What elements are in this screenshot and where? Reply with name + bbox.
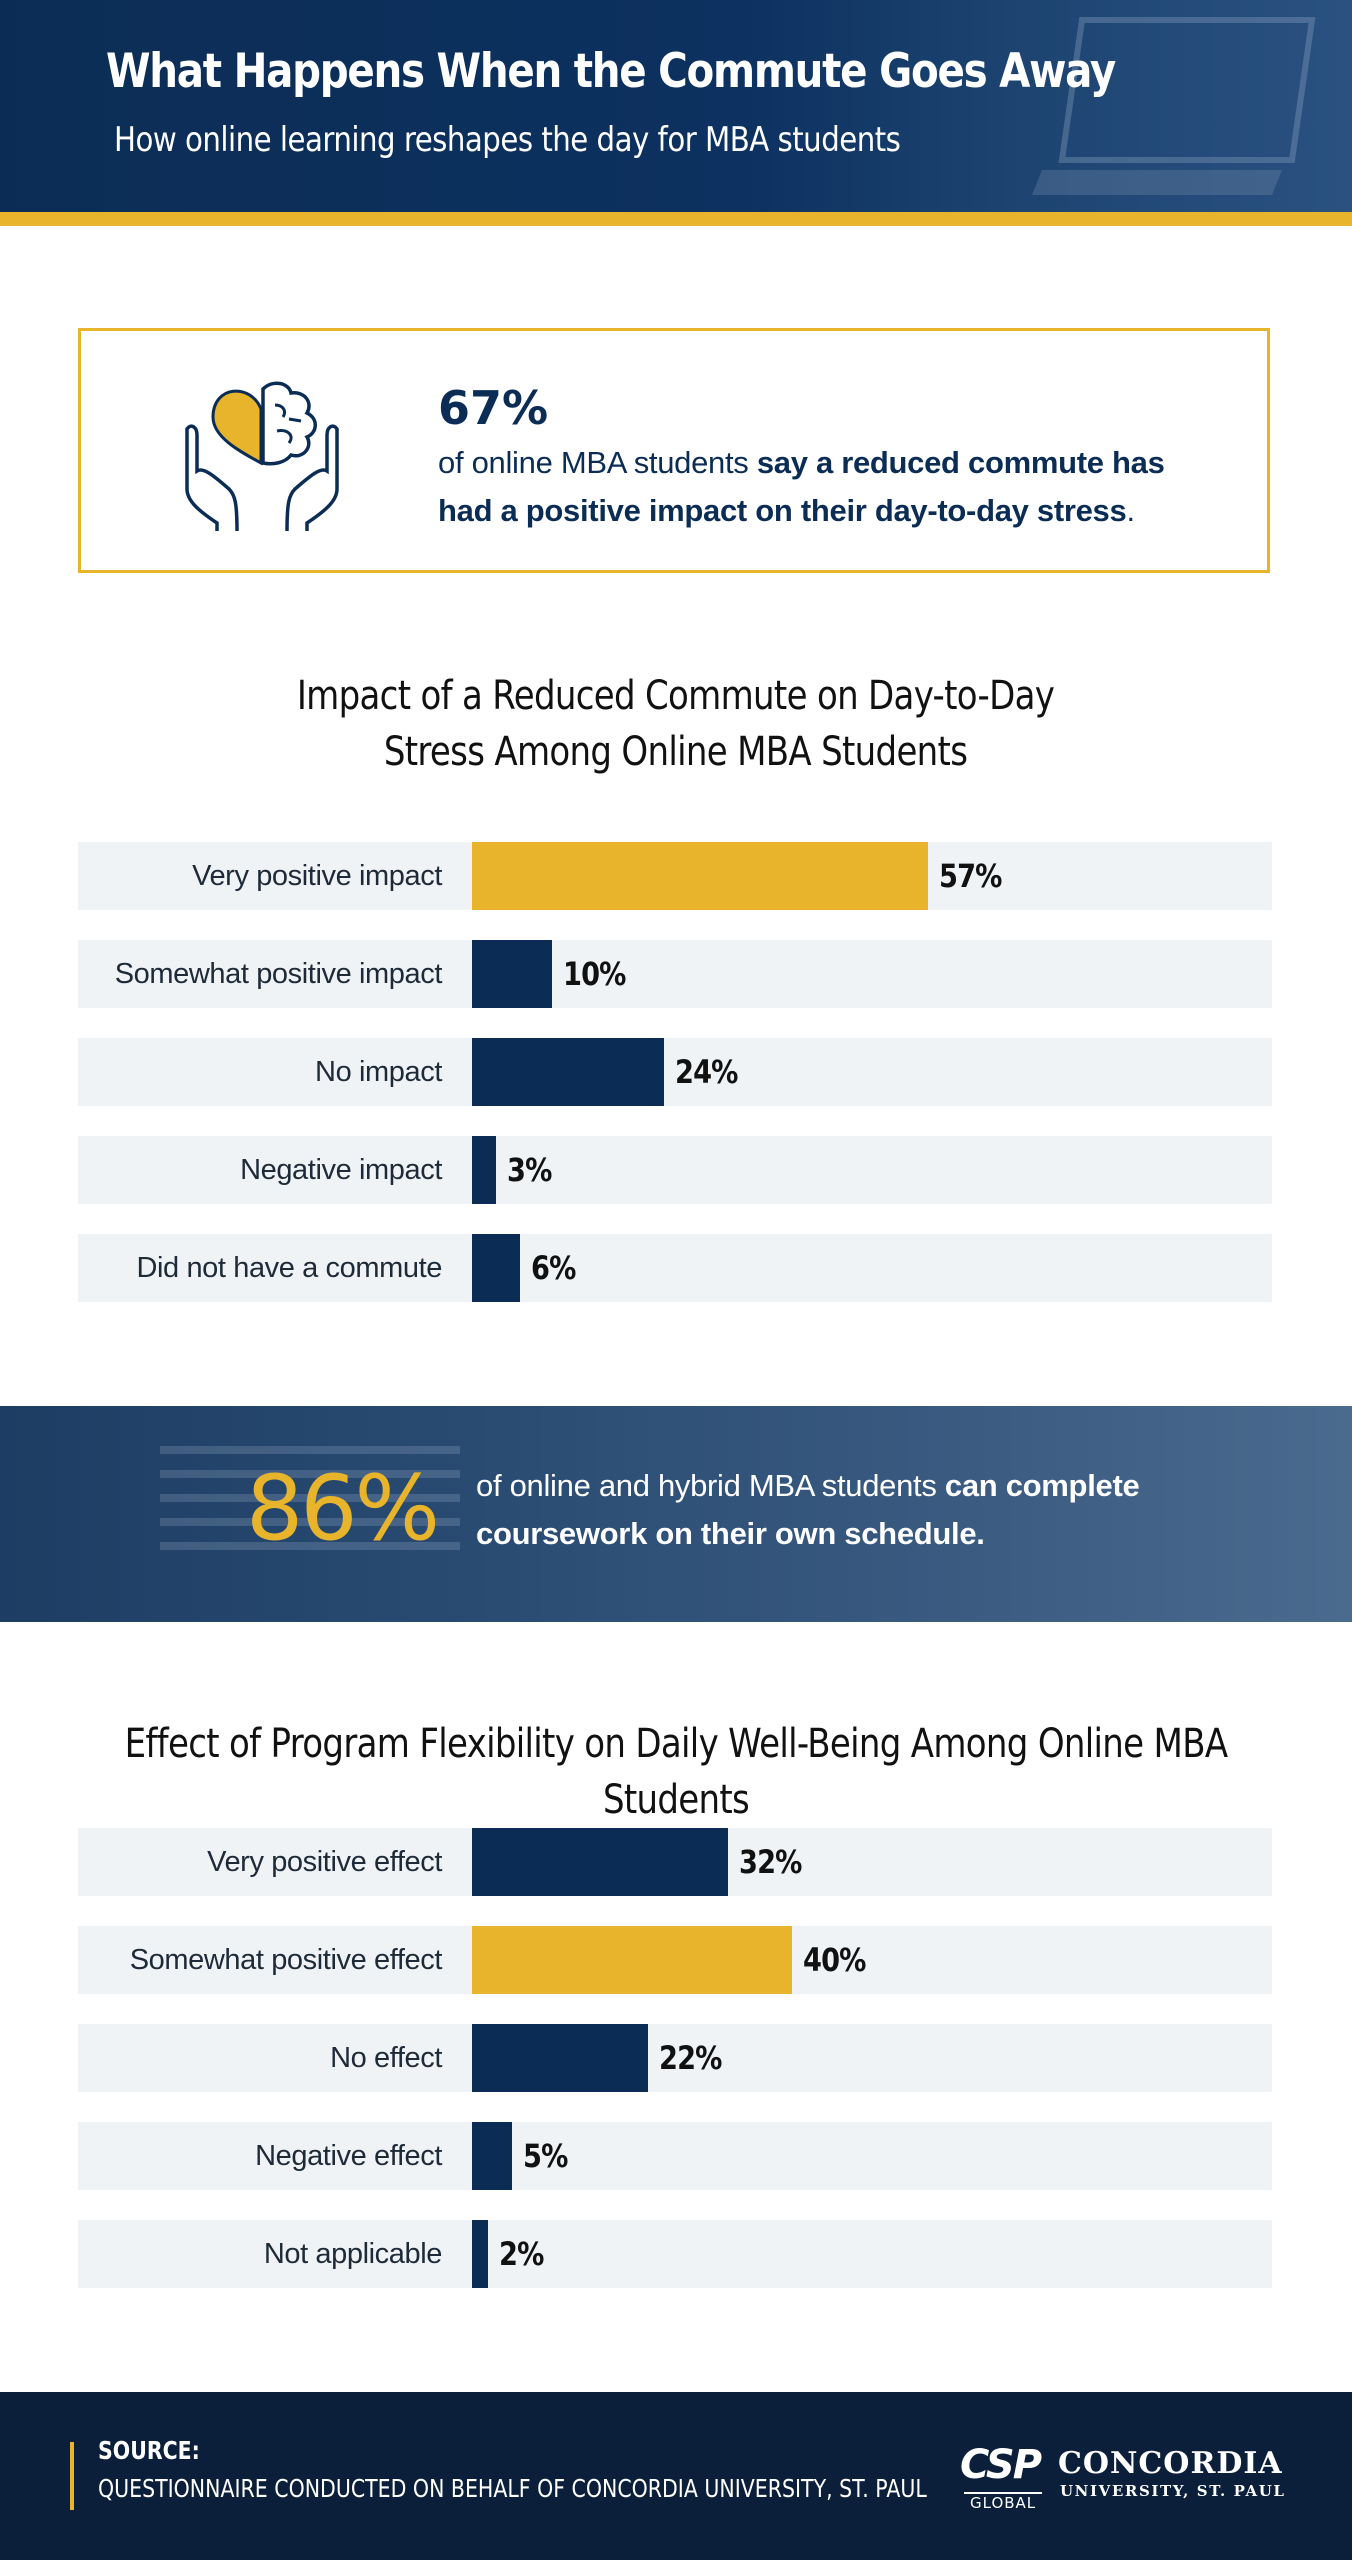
bar bbox=[472, 1038, 664, 1106]
footer-accent-bar bbox=[70, 2442, 74, 2510]
value-label: 6% bbox=[531, 1249, 576, 1287]
category-label: No effect bbox=[330, 2042, 442, 2074]
value-label: 40% bbox=[803, 1941, 866, 1979]
stat-description-bold: say a reduced commute has had a positive… bbox=[438, 445, 1165, 528]
bar bbox=[472, 940, 552, 1008]
value-label: 10% bbox=[563, 955, 626, 993]
stat-description-end: . bbox=[1126, 493, 1135, 528]
category-label: Very positive impact bbox=[192, 860, 442, 892]
bar bbox=[472, 1828, 728, 1896]
chart-row: Somewhat positive impact 10% bbox=[78, 940, 1272, 1008]
stat-banner-schedule: 86% of online and hybrid MBA students ca… bbox=[0, 1406, 1352, 1622]
chart-title-text: Impact of a Reduced Commute on Day-to-Da… bbox=[297, 673, 1055, 775]
chart-title-commute: Impact of a Reduced Commute on Day-to-Da… bbox=[0, 668, 1352, 780]
chart-row: Very positive effect 32% bbox=[78, 1828, 1272, 1896]
category-label: No impact bbox=[315, 1056, 442, 1088]
chart-row: Somewhat positive effect 40% bbox=[78, 1926, 1272, 1994]
logo-name-text: CONCORDIA bbox=[1058, 2446, 1283, 2481]
banner-description-plain: of online and hybrid MBA students bbox=[476, 1468, 945, 1503]
stat-description-plain: of online MBA students bbox=[438, 445, 757, 480]
category-label: Negative impact bbox=[240, 1154, 442, 1186]
chart-row: No impact 24% bbox=[78, 1038, 1272, 1106]
chart-row: Not applicable 2% bbox=[78, 2220, 1272, 2288]
concordia-logo: CSP GLOBAL CONCORDIA UNIVERSITY, ST. PAU… bbox=[960, 2442, 1290, 2522]
category-label: Somewhat positive impact bbox=[114, 958, 443, 990]
banner-description-bold: can complete coursework on their own sch… bbox=[476, 1468, 1140, 1551]
source-text: QUESTIONNAIRE CONDUCTED ON BEHALF OF CON… bbox=[98, 2474, 927, 2503]
bar bbox=[472, 1926, 792, 1994]
page-title: What Happens When the Commute Goes Away bbox=[106, 44, 1116, 99]
keyboard-photo-icon bbox=[160, 1446, 460, 1550]
logo-global-text: GLOBAL bbox=[964, 2492, 1043, 2512]
value-label: 5% bbox=[523, 2137, 568, 2175]
category-label: Very positive effect bbox=[207, 1846, 442, 1878]
bar bbox=[472, 2024, 648, 2092]
category-label: Negative effect bbox=[255, 2140, 442, 2172]
logo-csp-text: CSP bbox=[960, 2442, 1042, 2488]
hands-heart-brain-icon bbox=[185, 381, 339, 531]
chart-row: Negative effect 5% bbox=[78, 2122, 1272, 2190]
page-subtitle: How online learning reshapes the day for… bbox=[114, 120, 901, 160]
laptop-photo-icon bbox=[1032, 17, 1316, 195]
value-label: 3% bbox=[507, 1151, 552, 1189]
header-banner: What Happens When the Commute Goes Away … bbox=[0, 0, 1352, 212]
bar bbox=[472, 2220, 488, 2288]
value-label: 24% bbox=[675, 1053, 738, 1091]
value-label: 32% bbox=[739, 1843, 802, 1881]
chart-title-text: Effect of Program Flexibility on Daily W… bbox=[124, 1721, 1229, 1823]
bar bbox=[472, 2122, 512, 2190]
chart-row: Very positive impact 57% bbox=[78, 842, 1272, 910]
chart-title-flexibility: Effect of Program Flexibility on Daily W… bbox=[0, 1716, 1352, 1828]
bar bbox=[472, 1234, 520, 1302]
bar bbox=[472, 1136, 496, 1204]
chart-row: Did not have a commute 6% bbox=[78, 1234, 1272, 1302]
category-label: Did not have a commute bbox=[136, 1252, 442, 1284]
banner-stat-description: of online and hybrid MBA students can co… bbox=[476, 1462, 1236, 1558]
chart-row: Negative impact 3% bbox=[78, 1136, 1272, 1204]
bar bbox=[472, 842, 928, 910]
category-label: Somewhat positive effect bbox=[129, 1944, 443, 1976]
source-label: SOURCE: bbox=[98, 2436, 200, 2465]
category-label: Not applicable bbox=[263, 2238, 443, 2270]
value-label: 22% bbox=[659, 2039, 722, 2077]
value-label: 2% bbox=[499, 2235, 544, 2273]
footer: SOURCE: QUESTIONNAIRE CONDUCTED ON BEHAL… bbox=[0, 2392, 1352, 2560]
stat-description: of online MBA students say a reduced com… bbox=[438, 439, 1198, 535]
chart-row: No effect 22% bbox=[78, 2024, 1272, 2092]
banner-stat-value: 86% bbox=[246, 1456, 440, 1561]
value-label: 57% bbox=[939, 857, 1002, 895]
header-divider bbox=[0, 212, 1352, 226]
stat-value: 67% bbox=[438, 381, 549, 435]
stat-callout-commute: 67% of online MBA students say a reduced… bbox=[78, 328, 1270, 573]
logo-subtitle-text: UNIVERSITY, ST. PAUL bbox=[1060, 2482, 1286, 2500]
